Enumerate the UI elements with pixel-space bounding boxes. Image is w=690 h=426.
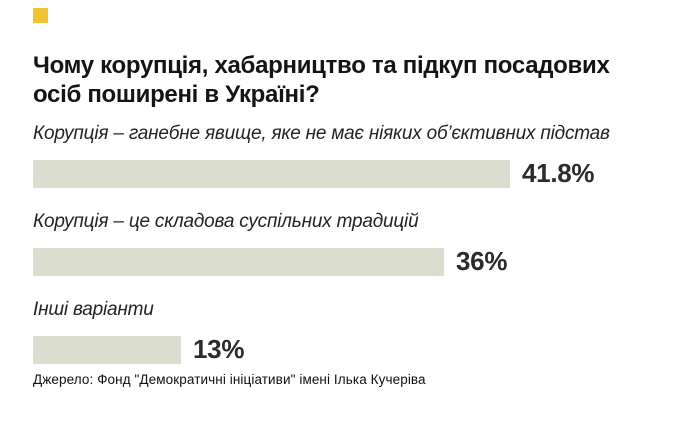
bar-line: 13% [33, 334, 657, 365]
chart-row: Інші варіанти 13% [33, 298, 657, 365]
brand-accent-square [33, 8, 48, 23]
bar-chart: Корупція – ганебне явище, яке не має нія… [33, 122, 657, 386]
bar [33, 335, 181, 364]
chart-row: Корупція – ганебне явище, яке не має нія… [33, 122, 657, 189]
chart-row: Корупція – це складова суспільних традиц… [33, 210, 657, 277]
bar-label: Корупція – ганебне явище, яке не має нія… [33, 123, 610, 144]
bar-label: Інші варіанти [33, 299, 154, 320]
bar-line: 41.8% [33, 158, 657, 189]
bar-value-label: 41.8% [522, 158, 595, 188]
bar [33, 159, 510, 188]
bar-value-label: 36% [456, 246, 508, 276]
source-attribution: Джерело: Фонд "Демократичні ініціативи" … [33, 372, 426, 387]
chart-title: Чому корупція, хабарництво та підкуп пос… [33, 52, 610, 108]
bar-value-label: 13% [193, 334, 245, 364]
bar-line: 36% [33, 246, 657, 277]
bar [33, 247, 444, 276]
bar-label: Корупція – це складова суспільних традиц… [33, 211, 419, 232]
